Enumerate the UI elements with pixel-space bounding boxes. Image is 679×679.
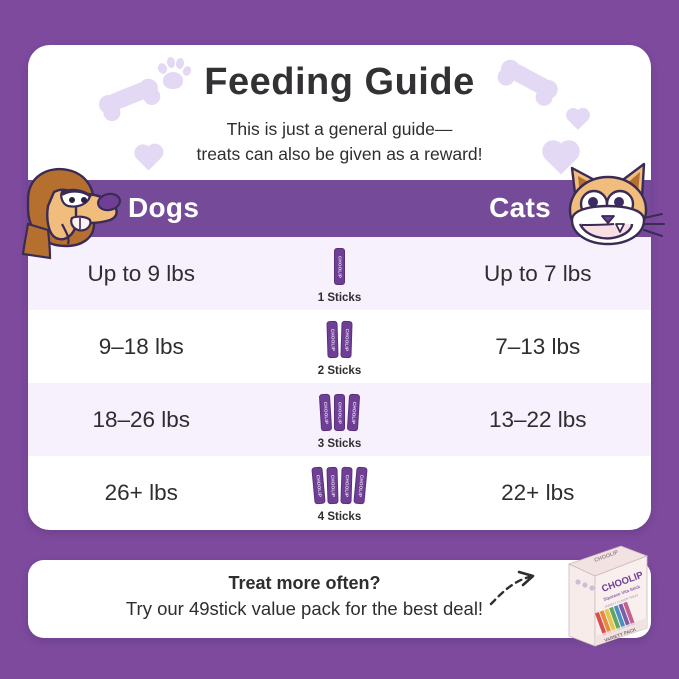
cat-weight-cell: Up to 7 lbs: [483, 260, 592, 286]
promo-card: Treat more often? Try our 49stick value …: [28, 545, 651, 647]
promo-line-2: Try our 49stick value pack for the best …: [125, 598, 484, 619]
curved-arrow-icon: [485, 568, 545, 608]
column-header-cats: Cats: [489, 192, 551, 223]
sticks-cell: CHOOLIP CHOOLIP CHOOLIP CHOOLIP 4 Sticks: [255, 456, 425, 529]
treat-stick-brand-label: CHOOLIP: [356, 474, 365, 497]
treat-stick-icon: CHOOLIP: [334, 248, 345, 285]
cat-weight-cell: 22+ lbs: [501, 479, 575, 505]
treat-stick-brand-label: CHOOLIP: [337, 401, 342, 424]
table-row: 9–18 lbs CHOOLIP CHOOLIP 2 Sticks 7–13 lbs: [28, 310, 651, 383]
column-header-dogs: Dogs: [128, 192, 200, 223]
treat-stick-icon: CHOOLIP: [340, 466, 353, 505]
treat-stick-icon: CHOOLIP: [334, 394, 345, 431]
cat-mascot: [558, 162, 676, 262]
treat-stick-brand-label: CHOOLIP: [343, 328, 350, 351]
treat-stick-brand-label: CHOOLIP: [329, 474, 336, 497]
product-box-image: CHOOLIP Squeeze Vita Stick VARIETY FLAVO…: [561, 542, 653, 654]
sticks-cell: CHOOLIP CHOOLIP CHOOLIP 3 Sticks: [255, 383, 425, 456]
sticks-group: CHOOLIP CHOOLIP CHOOLIP: [255, 389, 425, 432]
treat-stick-icon: CHOOLIP: [353, 466, 368, 505]
treat-stick-icon: CHOOLIP: [318, 393, 333, 432]
treat-stick-icon: CHOOLIP: [326, 466, 339, 505]
sticks-cell: CHOOLIP CHOOLIP 2 Sticks: [255, 310, 425, 383]
page-title: Feeding Guide: [28, 61, 651, 104]
sticks-group: CHOOLIP: [255, 243, 425, 285]
treat-stick-brand-label: CHOOLIP: [329, 328, 336, 351]
treat-stick-brand-label: CHOOLIP: [314, 474, 323, 497]
sticks-count-label: 1 Sticks: [317, 292, 362, 304]
sticks-group: CHOOLIP CHOOLIP: [255, 316, 425, 359]
dog-weight-cell: Up to 9 lbs: [87, 260, 196, 286]
table-row: 26+ lbs CHOOLIP CHOOLIP CHOOLIP CHOOLIP 4 Sti…: [28, 456, 651, 529]
promo-line-1: Treat more often?: [228, 573, 381, 593]
cat-weight-cell: 13–22 lbs: [488, 406, 587, 432]
feeding-table-rows: Up to 9 lbs CHOOLIP 1 Sticks Up to 7 lbs 9–1…: [28, 237, 651, 529]
treat-stick-icon: CHOOLIP: [326, 320, 339, 359]
sticks-cell: CHOOLIP 1 Sticks: [255, 237, 425, 310]
treat-stick-brand-label: CHOOLIP: [343, 474, 350, 497]
cat-weight-cell: 7–13 lbs: [495, 333, 581, 359]
paw-print-icon: [156, 55, 193, 91]
subtitle-line-1: This is just a general guide—: [226, 119, 453, 139]
page-title-text: Feeding Guide: [204, 61, 475, 103]
promo-text: Treat more often? Try our 49stick value …: [88, 573, 521, 620]
header-zone: Feeding Guide This is just a general gui…: [28, 45, 651, 175]
subtitle-line-2: treats can also be given as a reward!: [196, 143, 483, 164]
treat-stick-brand-label: CHOOLIP: [322, 401, 329, 424]
dog-weight-cell: 9–18 lbs: [98, 333, 184, 359]
treat-stick-icon: CHOOLIP: [340, 320, 353, 359]
page-subtitle: This is just a general guide— treats can…: [28, 117, 651, 167]
treat-stick-icon: CHOOLIP: [346, 393, 361, 432]
treat-stick-icon: CHOOLIP: [311, 466, 326, 505]
dog-weight-cell: 26+ lbs: [104, 479, 178, 505]
table-row: 18–26 lbs CHOOLIP CHOOLIP CHOOLIP 3 Sticks 13…: [28, 383, 651, 456]
table-header-bar: Dogs Cats: [28, 180, 651, 237]
sticks-group: CHOOLIP CHOOLIP CHOOLIP CHOOLIP: [255, 462, 425, 505]
dog-weight-cell: 18–26 lbs: [92, 406, 191, 432]
sticks-count-label: 2 Sticks: [317, 365, 362, 377]
treat-stick-brand-label: CHOOLIP: [337, 255, 342, 278]
table-row: Up to 9 lbs CHOOLIP 1 Sticks Up to 7 lbs: [28, 237, 651, 310]
dog-mascot: [10, 162, 135, 262]
treat-stick-brand-label: CHOOLIP: [350, 401, 357, 424]
sticks-count-label: 4 Sticks: [317, 511, 362, 523]
sticks-count-label: 3 Sticks: [317, 438, 362, 450]
feeding-guide-card: Feeding Guide This is just a general gui…: [28, 45, 651, 530]
